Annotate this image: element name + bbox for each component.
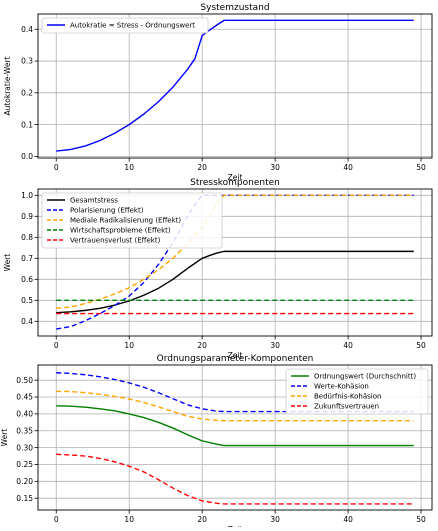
series-line-1 [56, 250, 414, 314]
x-tick-label: 10 [124, 163, 134, 172]
chart-title: Stresskomponenten [190, 178, 280, 188]
x-tick-label: 40 [343, 163, 353, 172]
y-tick-label: 0.2 [21, 89, 33, 98]
x-axis-label: Zeit [228, 351, 243, 360]
y-tick-label: 0.3 [21, 57, 33, 66]
plot-frame [37, 188, 433, 337]
x-tick-label: 0 [54, 341, 59, 350]
series-line-2 [56, 194, 414, 330]
x-tick-label: 10 [124, 515, 134, 524]
y-tick-label: 0.5 [21, 296, 33, 305]
y-tick-label: 0.30 [16, 443, 33, 452]
legend-label: Polarisierung (Effekt) [70, 207, 144, 215]
legend-label: Ordnungswert (Durchschnitt) [314, 373, 416, 381]
x-tick-label: 50 [416, 515, 426, 524]
x-tick-label: 40 [343, 341, 353, 350]
y-axis-label: Wert [3, 254, 12, 272]
x-tick-label: 20 [197, 515, 207, 524]
x-tick-label: 20 [197, 341, 207, 350]
y-tick-label: 0.50 [16, 376, 33, 385]
x-tick-label: 0 [54, 515, 59, 524]
x-tick-label: 30 [270, 515, 280, 524]
panel-2: 0 10 20 30 40 50 0.4 0.5 0.6 0.7 0.8 0.9 1.0 Stressko… [3, 178, 433, 360]
legend-label: Zukunftsvertrauen [314, 403, 379, 411]
series-line-1 [56, 19, 414, 152]
y-tick-label: 0.4 [21, 317, 33, 326]
legend: Gesamtstress Polarisierung (Effekt) Medial… [41, 192, 223, 249]
legend-box [285, 368, 429, 415]
legend-label: Autokratie = Stress - Ordnungswert [70, 22, 195, 30]
series-line-3 [56, 194, 414, 309]
panel-3: 0 10 20 30 40 50 0.15 0.20 0.25 0.30 0.35 0.40 0.45 0… [0, 354, 433, 531]
y-tick-label: 0.25 [16, 460, 33, 469]
x-axis-label: Zeit [228, 173, 243, 182]
y-tick-label: 0.6 [21, 275, 33, 284]
y-axis-label: Autokratie-Wert [3, 56, 12, 115]
legend-label: Werte-Kohäsion [314, 383, 369, 391]
x-tick-label: 20 [197, 163, 207, 172]
series-line-4 [56, 453, 414, 505]
legend-label: Vertrauensverlust (Effekt) [70, 237, 161, 245]
y-tick-label: 0.15 [16, 494, 33, 503]
y-tick-label: 0.0 [21, 152, 33, 161]
y-tick-label: 0.8 [21, 233, 33, 242]
legend: Ordnungswert (Durchschnitt) Werte-Kohäsio… [285, 368, 429, 415]
series-line-3 [56, 390, 414, 422]
y-tick-label: 0.20 [16, 477, 33, 486]
x-tick-label: 50 [416, 163, 426, 172]
legend-label: Wirtschaftsprobleme (Effekt) [70, 227, 171, 235]
plot-frame [37, 13, 433, 159]
y-tick-label: 0.4 [21, 25, 33, 34]
y-tick-label: 0.1 [21, 120, 33, 129]
x-tick-label: 30 [270, 163, 280, 172]
series-line-1 [56, 405, 414, 447]
panel-1: 0 10 20 30 40 50 0.0 0.1 0.2 0.3 0.4 Systemzustand Z… [3, 3, 433, 182]
x-tick-label: 0 [54, 163, 59, 172]
x-tick-label: 10 [124, 341, 134, 350]
series-line-2 [56, 372, 414, 413]
legend-label: Gesamtstress [70, 197, 118, 205]
chart-title: Ordnungsparameter-Komponenten [157, 354, 314, 364]
y-tick-label: 0.9 [21, 212, 33, 221]
y-axis-label: Wert [0, 429, 9, 447]
legend-box [41, 17, 209, 34]
x-tick-label: 40 [343, 515, 353, 524]
legend: Autokratie = Stress - Ordnungswert [41, 17, 209, 34]
legend-box [41, 192, 223, 249]
y-tick-label: 0.45 [16, 393, 33, 402]
y-tick-label: 0.7 [21, 254, 33, 263]
x-tick-label: 30 [270, 341, 280, 350]
y-tick-label: 1.0 [21, 191, 33, 200]
x-tick-label: 50 [416, 341, 426, 350]
plot-frame [37, 364, 433, 511]
y-tick-label: 0.35 [16, 426, 33, 435]
y-tick-label: 0.40 [16, 410, 33, 419]
chart-title: Systemzustand [200, 3, 269, 13]
legend-label: Mediale Radikalisierung (Effekt) [70, 217, 181, 225]
legend-label: Bedürfnis-Kohäsion [314, 393, 381, 401]
